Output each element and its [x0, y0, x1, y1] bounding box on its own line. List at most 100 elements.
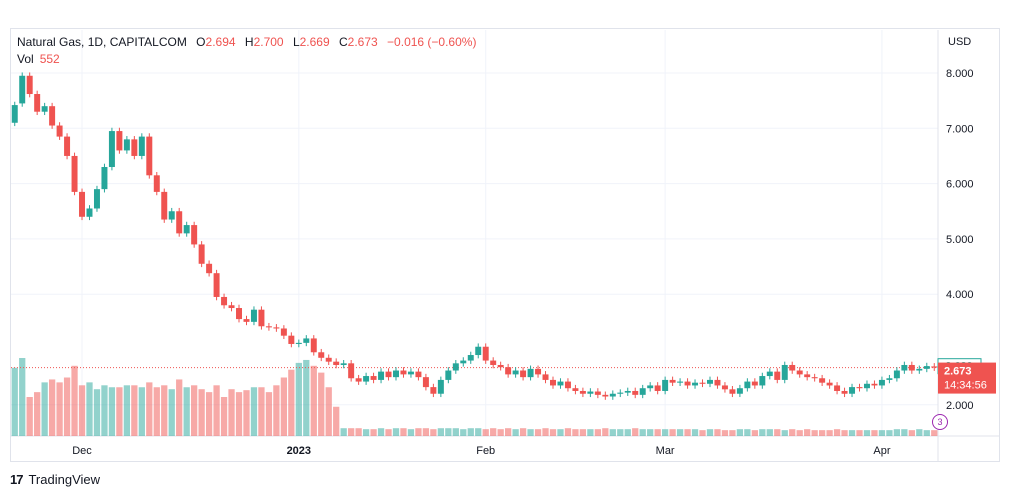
volume-bar [78, 385, 86, 436]
volume-bar [923, 430, 930, 436]
volume-bar [497, 429, 504, 436]
volume-label: Vol [17, 52, 34, 66]
x-tick-label: Mar [656, 445, 675, 457]
volume-bar [295, 362, 302, 436]
volume-bar [721, 430, 729, 436]
candle-body [41, 106, 48, 112]
candle-body [796, 370, 803, 375]
candle-body [206, 263, 213, 274]
volume-bar [878, 430, 886, 436]
volume-bar [886, 430, 893, 436]
candle-body [654, 385, 661, 391]
candle-body [430, 387, 437, 394]
candle-body [26, 75, 33, 95]
volume-bar [452, 428, 459, 436]
tradingview-logo-icon[interactable]: 17 [10, 472, 24, 487]
candle-body [452, 363, 459, 371]
volume-bar [527, 429, 534, 436]
volume-bar [931, 430, 938, 436]
volume-bar [348, 428, 355, 436]
volume-bar [235, 392, 243, 436]
candle-body [579, 390, 586, 394]
candle-body [811, 377, 818, 379]
candle-body [804, 374, 811, 378]
volume-bar [318, 372, 325, 436]
volume-bar [826, 430, 833, 436]
candle-body [557, 381, 564, 386]
candle-body [512, 370, 519, 375]
volume-bar [856, 430, 863, 436]
candle-body [11, 105, 18, 123]
volume-bar [766, 429, 773, 436]
candle-body [49, 106, 56, 126]
last-price-label: 2.673 [944, 366, 972, 378]
candle-body [482, 346, 489, 361]
candle-body [564, 381, 571, 389]
candle-body [639, 388, 646, 395]
volume-bar [19, 358, 26, 436]
y-tick-label: 8.000 [946, 68, 974, 80]
candle-body [908, 364, 915, 371]
volume-bar [385, 429, 392, 436]
candle-body [662, 379, 669, 391]
candle-body [931, 366, 938, 368]
candle-body [437, 379, 444, 394]
candle-body [602, 394, 609, 397]
chart-frame [10, 28, 1000, 462]
candle-body [243, 319, 250, 322]
volume-bar [146, 382, 153, 436]
candle-body [370, 376, 377, 380]
volume-bar [288, 369, 295, 436]
candle-body [250, 309, 257, 322]
volume-bar [41, 382, 48, 436]
candle-body [729, 389, 736, 394]
candle-body [841, 390, 848, 394]
volume-bar [557, 429, 564, 436]
candle-body [19, 75, 26, 104]
candle-body [280, 328, 287, 336]
candle-body [64, 136, 71, 156]
candle-body [310, 338, 317, 353]
candle-body [191, 225, 198, 245]
candle-body [161, 191, 168, 220]
volume-bar [744, 429, 751, 436]
candle-body [520, 370, 527, 378]
candle-body [355, 378, 362, 382]
brand-name[interactable]: TradingView [28, 472, 101, 487]
candle-body [273, 327, 280, 329]
candle-body [176, 211, 183, 234]
bookmark-marker-icon[interactable]: 3 [932, 414, 948, 430]
volume-bar [729, 430, 736, 436]
candle-body [340, 363, 347, 365]
candle-body [863, 383, 870, 389]
volume-bar [437, 428, 444, 436]
volume-bar [228, 389, 235, 436]
candle-body [146, 136, 153, 176]
volume-bar [183, 387, 190, 436]
volume-bar [445, 428, 452, 436]
candle-body [460, 360, 467, 364]
volume-bar [101, 385, 108, 436]
volume-bar [602, 428, 609, 436]
volume-bar [796, 430, 803, 436]
volume-bar [736, 429, 744, 436]
candle-body [108, 131, 115, 168]
volume-bar [108, 387, 116, 436]
volume-bar [759, 429, 766, 436]
candle-body [759, 376, 766, 386]
candle-body [819, 378, 826, 383]
volume-bar [781, 430, 788, 436]
candle-body [475, 346, 482, 356]
candle-body [647, 385, 654, 389]
volume-bar [617, 429, 624, 436]
symbol-label[interactable]: Natural Gas, 1D, CAPITALCOM [17, 35, 187, 49]
volume-bar [273, 385, 280, 436]
candle-body [505, 367, 512, 375]
candle-body [153, 175, 160, 192]
volume-bar [220, 397, 228, 436]
volume-bar [863, 430, 871, 436]
candle-body [766, 371, 773, 377]
volume-bar [63, 377, 71, 436]
candle-body [669, 379, 676, 383]
